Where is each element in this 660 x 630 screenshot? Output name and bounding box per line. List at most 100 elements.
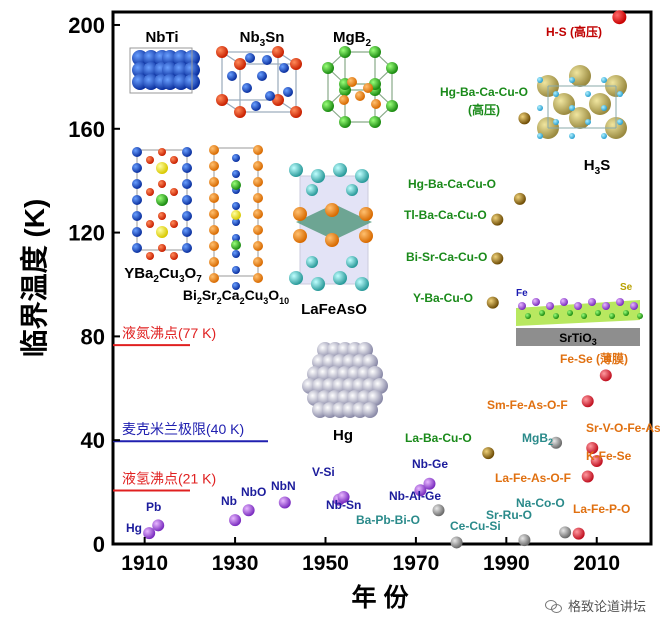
atom	[546, 302, 554, 310]
atom	[253, 273, 263, 283]
data-label: Hg-Ba-Ca-Cu-O	[408, 177, 496, 191]
atom	[293, 229, 307, 243]
atom	[386, 62, 398, 74]
x-tick-label: 2010	[573, 552, 620, 575]
x-tick-label: 1950	[302, 552, 349, 575]
atom	[209, 161, 219, 171]
atom	[253, 209, 263, 219]
structure-label-hg: Hg	[333, 427, 353, 444]
data-point	[612, 10, 627, 25]
atom	[560, 298, 568, 306]
atom	[132, 243, 142, 253]
atom	[272, 46, 284, 58]
atom	[156, 226, 168, 238]
y-tick-label: 120	[68, 221, 105, 246]
y-tick-label: 80	[81, 324, 105, 349]
atom	[182, 147, 192, 157]
atom	[347, 77, 357, 87]
atom	[209, 225, 219, 235]
data-point	[414, 484, 427, 497]
atom	[601, 77, 607, 83]
atom	[553, 313, 559, 319]
atom	[609, 313, 615, 319]
data-label: Pb	[146, 500, 161, 514]
atom	[372, 378, 388, 394]
data-label: MgB2	[522, 431, 553, 447]
atom	[231, 240, 241, 250]
atom	[617, 91, 623, 97]
atom	[232, 170, 240, 178]
data-label: NbN	[271, 479, 296, 493]
atom	[588, 298, 596, 306]
nb3sn-cell	[221, 51, 279, 101]
reference-line-label: 液氢沸点(21 K)	[122, 471, 216, 487]
atom	[355, 169, 369, 183]
atom	[272, 94, 284, 106]
atom	[158, 212, 166, 220]
atom	[173, 50, 189, 66]
atom	[132, 163, 142, 173]
data-point	[432, 504, 445, 517]
atom	[333, 163, 347, 177]
atom	[306, 256, 318, 268]
data-point	[590, 454, 603, 467]
atom	[132, 211, 142, 221]
srtio3-substrate	[516, 328, 640, 346]
data-label: H-S (高压)	[546, 24, 602, 39]
reference-lines: 液氮沸点(77 K) 麦克米兰极限(40 K) 液氢沸点(21 K)	[113, 325, 268, 492]
atom	[162, 62, 178, 78]
data-label: Hg	[126, 521, 142, 535]
atom	[132, 62, 148, 78]
data-point	[242, 504, 255, 517]
atom	[569, 133, 575, 139]
atom	[339, 95, 349, 105]
atom	[231, 180, 241, 190]
atom	[595, 310, 601, 316]
atom	[146, 188, 154, 196]
x-axis-title: 年 份	[352, 583, 409, 612]
atom	[630, 302, 638, 310]
atom	[367, 390, 383, 406]
data-point	[581, 395, 594, 408]
atom	[132, 50, 148, 66]
atom	[581, 313, 587, 319]
atom	[231, 210, 241, 220]
atom	[279, 63, 289, 73]
data-point	[518, 112, 531, 125]
atom	[132, 227, 142, 237]
atom	[289, 163, 303, 177]
data-label: Ba-Pb-Bi-O	[356, 513, 420, 527]
atom	[569, 105, 575, 111]
atom	[132, 147, 142, 157]
data-point	[491, 252, 504, 265]
atom	[601, 133, 607, 139]
atom	[537, 133, 543, 139]
atom	[537, 77, 543, 83]
wechat-icon	[544, 599, 563, 613]
data-point	[486, 296, 499, 309]
plot-frame	[111, 10, 653, 546]
atom	[251, 101, 261, 111]
atom	[227, 71, 237, 81]
atom	[253, 193, 263, 203]
atom	[325, 203, 339, 217]
atom	[363, 83, 373, 93]
atom	[170, 220, 178, 228]
data-label: NbO	[241, 485, 266, 499]
y-tick-label: 0	[93, 532, 105, 557]
atom	[162, 74, 178, 90]
data-label: La-Ba-Cu-O	[405, 431, 472, 445]
atom	[209, 177, 219, 187]
atom	[245, 53, 255, 63]
data-points	[143, 10, 627, 549]
y-tick-label: 40	[81, 428, 105, 453]
atom	[346, 184, 358, 196]
atom	[156, 162, 168, 174]
crystal-structures: NbTi Nb3Sn MgB2 YBa2Cu3O7 Bi2Sr2Ca2Cu3O10 LaF…	[124, 29, 643, 444]
atom	[369, 116, 381, 128]
atom	[253, 177, 263, 187]
atom	[182, 227, 192, 237]
atom	[242, 83, 252, 93]
